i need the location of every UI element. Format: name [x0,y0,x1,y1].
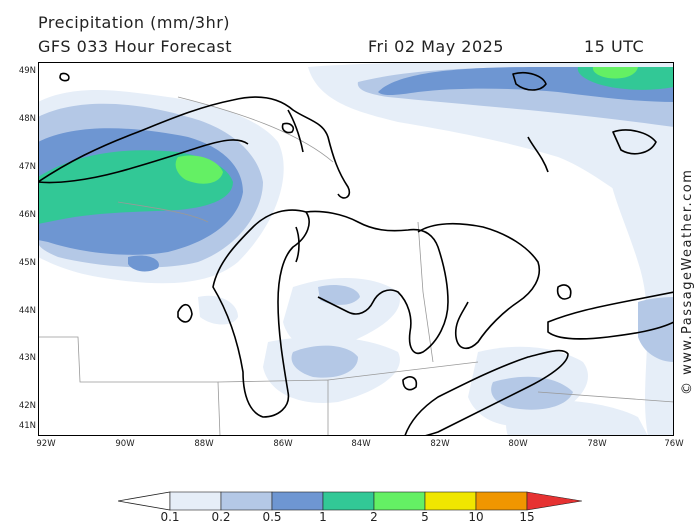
colorbar-bin [424,491,477,511]
colorbar-bin [169,491,222,511]
colorbar-bin [271,491,324,511]
lon-label: 92W [36,439,56,449]
colorbar-high-arrow [526,491,582,511]
colorbar-label: 2 [370,510,378,524]
lon-label: 90W [115,439,135,449]
lon-label: 76W [664,439,684,449]
lon-label: 84W [351,439,371,449]
colorbar-label: 5 [421,510,429,524]
precipitation-map [38,62,674,436]
state-borders [38,96,674,436]
lon-label: 82W [430,439,450,449]
lat-label: 47N [18,162,36,172]
precipitation-colorbar [118,491,582,511]
colorbar-bin [373,491,426,511]
lat-label: 46N [18,210,36,220]
colorbar-label: 0.1 [160,510,180,524]
great-lakes-coastline [38,71,674,436]
colorbar-bin [220,491,273,511]
colorbar-label: 0.5 [262,510,282,524]
lat-label: 49N [18,66,36,76]
forecast-subtitle: GFS 033 Hour Forecast [38,37,233,56]
colorbar-label: 0.2 [211,510,231,524]
watermark: © www.PassageWeather.com [680,168,695,395]
colorbar-label: 10 [468,510,484,524]
colorbar-label: 1 [319,510,327,524]
map-title: Precipitation (mm/3hr) [38,13,231,32]
lat-label: 44N [18,306,36,316]
colorbar-bin [322,491,375,511]
forecast-date: Fri 02 May 2025 [368,37,504,56]
colorbar-low-arrow [118,491,171,511]
precip-band-2 [175,67,638,184]
lon-label: 88W [194,439,214,449]
lat-label: 48N [18,114,36,124]
lat-label: 42N [18,401,36,411]
lat-label: 41N [18,421,36,431]
lon-label: 86W [273,439,293,449]
lat-label: 43N [18,353,36,363]
lon-label: 80W [508,439,528,449]
colorbar-bin [475,491,528,511]
forecast-time: 15 UTC [584,37,645,56]
lon-label: 78W [587,439,607,449]
map-border [38,62,674,436]
colorbar-label: 15 [519,510,535,524]
lat-label: 45N [18,258,36,268]
